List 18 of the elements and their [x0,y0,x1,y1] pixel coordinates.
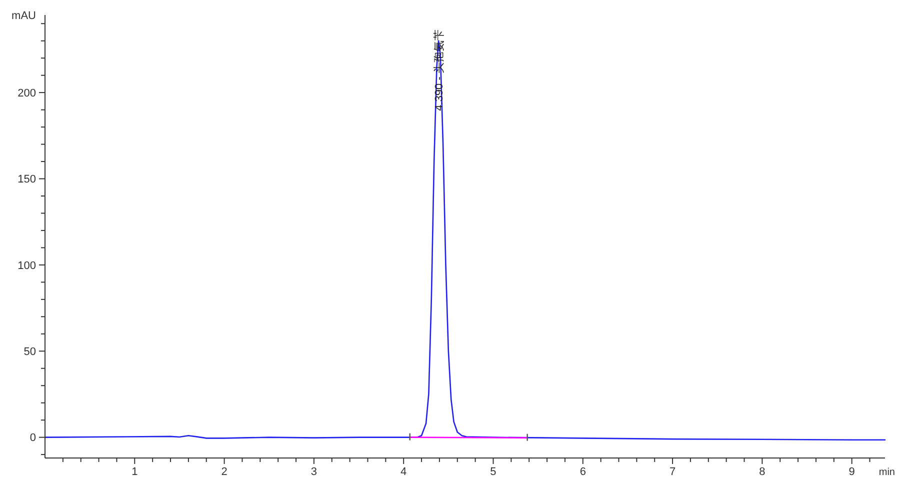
y-tick-label: 150 [18,174,36,186]
x-axis-title: min [878,467,895,478]
line-series [44,40,886,441]
y-tick-label: 0 [30,432,36,444]
x-tick-label: 4 [400,466,407,478]
x-tick-label: 6 [580,466,586,478]
y-axis-title: mAU [12,10,36,22]
x-tick-label: 3 [310,466,318,478]
x-tick-label: 1 [132,466,138,478]
y-tick-label: 200 [18,87,36,100]
x-tick-label: 8 [759,466,766,478]
x-tick-label: 7 [669,466,676,478]
x-tick-label: 9 [848,466,855,478]
y-tick-label: 50 [24,346,36,358]
x-tick-label: 2 [221,466,228,478]
annotation: 4.390 - 头孢氨苄 [432,30,446,111]
x-tick-label: 5 [490,466,496,478]
y-tick-label: 100 [18,260,36,272]
